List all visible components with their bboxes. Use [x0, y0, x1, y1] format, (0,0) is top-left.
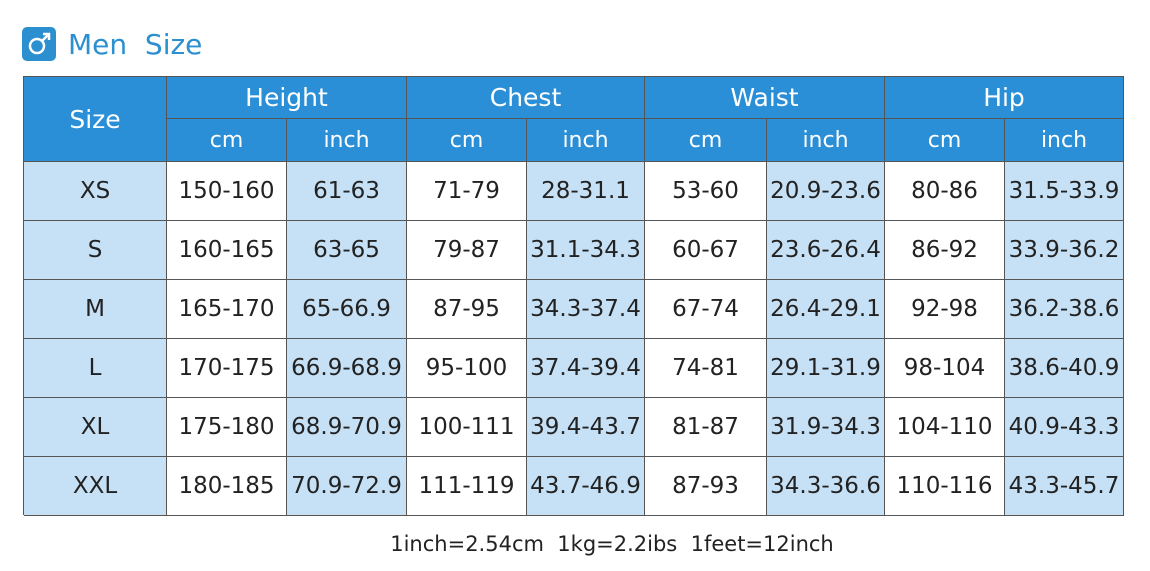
unit-header: inch — [527, 119, 645, 162]
size-label: L — [24, 339, 167, 398]
size-value: 20.9-23.6 — [767, 162, 885, 221]
size-value: 31.9-34.3 — [767, 398, 885, 457]
size-header: Size — [24, 77, 167, 162]
group-header: Hip — [885, 77, 1124, 119]
size-value: 43.3-45.7 — [1005, 457, 1124, 516]
unit-header: cm — [885, 119, 1005, 162]
size-value: 67-74 — [645, 280, 767, 339]
size-value: 31.5-33.9 — [1005, 162, 1124, 221]
size-value: 68.9-70.9 — [287, 398, 407, 457]
size-value: 37.4-39.4 — [527, 339, 645, 398]
size-value: 111-119 — [407, 457, 527, 516]
size-value: 79-87 — [407, 221, 527, 280]
size-value: 170-175 — [167, 339, 287, 398]
size-label: M — [24, 280, 167, 339]
size-value: 29.1-31.9 — [767, 339, 885, 398]
size-label: XL — [24, 398, 167, 457]
size-value: 43.7-46.9 — [527, 457, 645, 516]
size-table: Size Height cm inch Chest cm inch Waist cm inch Hi… — [23, 76, 1124, 516]
size-value: 34.3-36.6 — [767, 457, 885, 516]
size-value: 80-86 — [885, 162, 1005, 221]
unit-header: cm — [645, 119, 767, 162]
group-header: Chest — [407, 77, 645, 119]
title: Men Size — [68, 28, 203, 61]
size-value: 23.6-26.4 — [767, 221, 885, 280]
size-value: 104-110 — [885, 398, 1005, 457]
size-value: 34.3-37.4 — [527, 280, 645, 339]
size-value: 33.9-36.2 — [1005, 221, 1124, 280]
size-value: 40.9-43.3 — [1005, 398, 1124, 457]
size-value: 110-116 — [885, 457, 1005, 516]
group-header: Waist — [645, 77, 885, 119]
size-value: 70.9-72.9 — [287, 457, 407, 516]
size-value: 175-180 — [167, 398, 287, 457]
size-value: 150-160 — [167, 162, 287, 221]
size-value: 86-92 — [885, 221, 1005, 280]
size-value: 31.1-34.3 — [527, 221, 645, 280]
size-value: 98-104 — [885, 339, 1005, 398]
size-value: 165-170 — [167, 280, 287, 339]
size-label: XXL — [24, 457, 167, 516]
size-value: 87-95 — [407, 280, 527, 339]
size-value: 92-98 — [885, 280, 1005, 339]
size-value: 65-66.9 — [287, 280, 407, 339]
size-value: 66.9-68.9 — [287, 339, 407, 398]
unit-header: cm — [167, 119, 287, 162]
unit-header: inch — [767, 119, 885, 162]
size-value: 60-67 — [645, 221, 767, 280]
size-value: 38.6-40.9 — [1005, 339, 1124, 398]
size-value: 100-111 — [407, 398, 527, 457]
size-label: XS — [24, 162, 167, 221]
size-value: 81-87 — [645, 398, 767, 457]
footnote: 1inch=2.54cm 1kg=2.2ibs 1feet=12inch — [390, 532, 834, 556]
size-value: 61-63 — [287, 162, 407, 221]
size-value: 36.2-38.6 — [1005, 280, 1124, 339]
size-value: 160-165 — [167, 221, 287, 280]
size-value: 180-185 — [167, 457, 287, 516]
size-value: 28-31.1 — [527, 162, 645, 221]
unit-header: cm — [407, 119, 527, 162]
size-value: 74-81 — [645, 339, 767, 398]
size-value: 26.4-29.1 — [767, 280, 885, 339]
size-value: 87-93 — [645, 457, 767, 516]
male-icon — [22, 27, 56, 61]
group-header: Height — [167, 77, 407, 119]
size-value: 95-100 — [407, 339, 527, 398]
size-value: 63-65 — [287, 221, 407, 280]
size-value: 39.4-43.7 — [527, 398, 645, 457]
unit-header: inch — [1005, 119, 1124, 162]
size-label: S — [24, 221, 167, 280]
size-value: 71-79 — [407, 162, 527, 221]
size-value: 53-60 — [645, 162, 767, 221]
unit-header: inch — [287, 119, 407, 162]
